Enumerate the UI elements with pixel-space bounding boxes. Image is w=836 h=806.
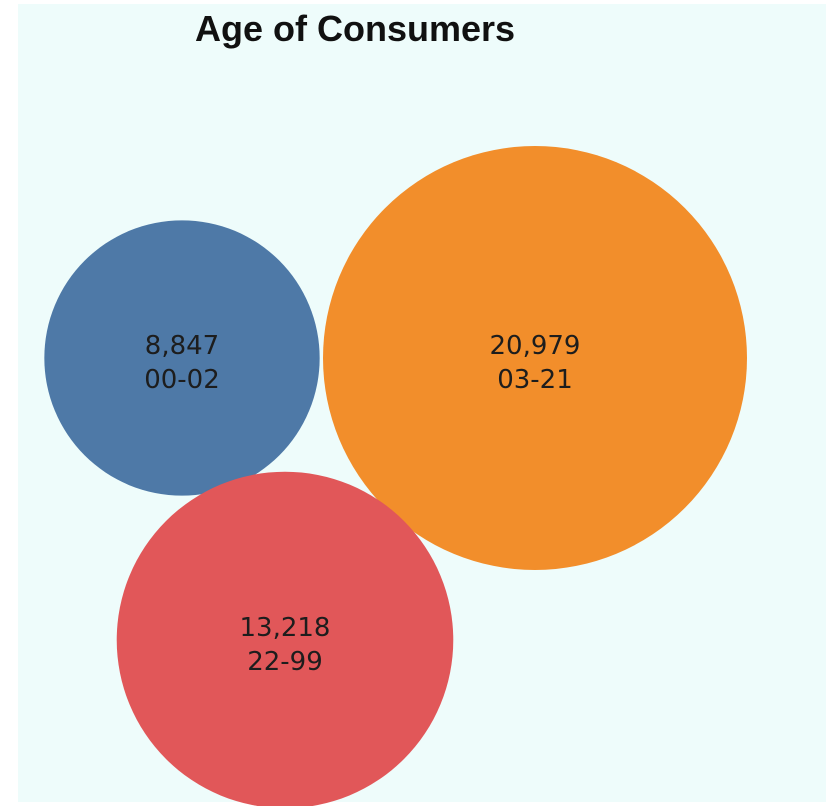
bubble-circle-22-99[interactable] [116, 471, 454, 806]
bubble-category-label: 03-21 [497, 365, 573, 395]
bubble-circle-00-02[interactable] [44, 220, 320, 496]
bubble-22-99[interactable]: 13,218 22-99 [116, 471, 454, 806]
bubble-03-21[interactable]: 20,979 03-21 [323, 146, 747, 570]
bubble-category-label: 00-02 [144, 365, 220, 395]
bubble-00-02[interactable]: 8,847 00-02 [44, 220, 320, 496]
bubble-category-label: 22-99 [247, 647, 323, 677]
bubble-circle-03-21[interactable] [323, 146, 747, 570]
bubble-value-label: 20,979 [490, 331, 581, 361]
chart-title: Age of Consumers [194, 8, 516, 49]
bubble-value-label: 8,847 [145, 331, 219, 361]
bubble-value-label: 13,218 [240, 613, 331, 643]
